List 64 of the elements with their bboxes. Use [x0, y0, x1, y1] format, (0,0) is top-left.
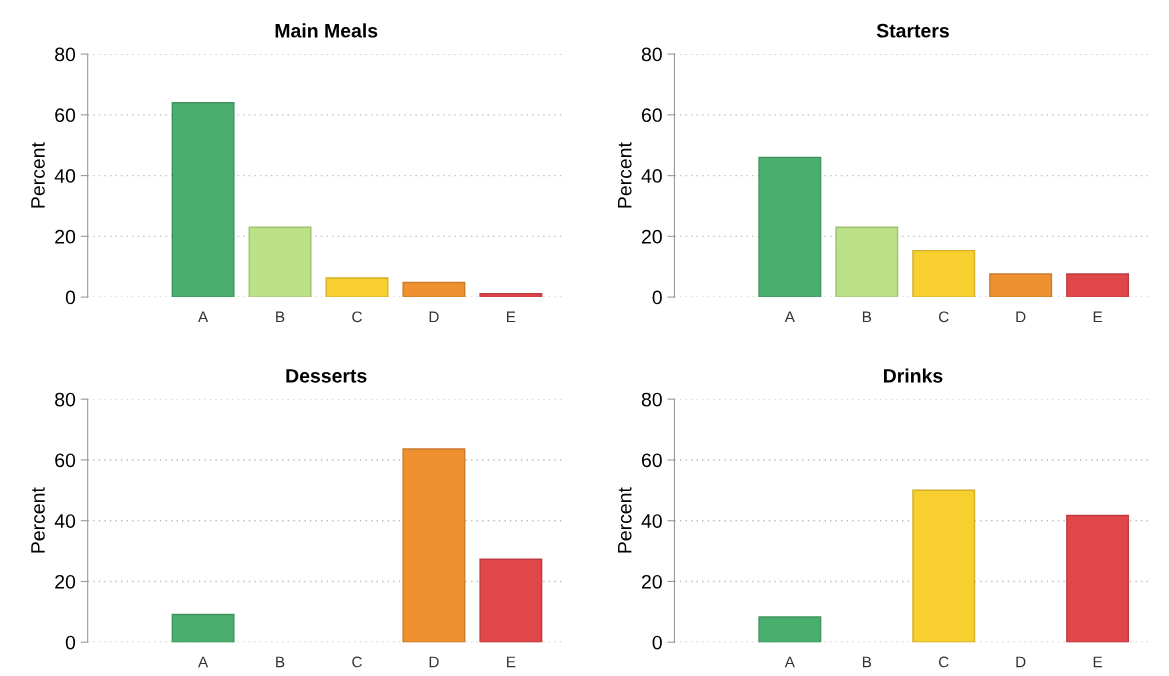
y-tick-label: 0: [652, 635, 662, 650]
bar: [835, 226, 899, 298]
x-tick-label: B: [862, 656, 872, 668]
bar: [402, 448, 466, 643]
x-tick-label: E: [507, 656, 516, 668]
y-tick-label: 60: [55, 108, 76, 123]
chart-title: Desserts: [286, 369, 367, 383]
y-tick-label: 0: [652, 290, 662, 305]
y-tick-label: 80: [641, 47, 662, 62]
y-tick-label: 20: [55, 574, 76, 589]
chart-title: Main Meals: [275, 23, 378, 38]
y-tick-label: 80: [55, 47, 76, 62]
x-tick-label: E: [1093, 311, 1103, 323]
bar: [1066, 273, 1130, 298]
x-tick-label: C: [938, 656, 949, 668]
x-tick-label: B: [276, 311, 285, 323]
x-tick-label: D: [429, 656, 439, 668]
y-tick-label: 60: [55, 453, 76, 468]
y-tick-label: 60: [641, 453, 662, 468]
bar: [248, 226, 312, 298]
x-tick-label: D: [1016, 656, 1026, 668]
x-tick-label: D: [429, 311, 439, 323]
chart-title: Starters: [876, 23, 949, 38]
y-tick-label: 20: [55, 229, 76, 244]
bar: [479, 293, 543, 298]
x-tick-label: B: [862, 311, 872, 323]
x-tick-label: C: [352, 311, 362, 323]
y-axis-title: Percent: [31, 487, 45, 553]
y-tick-label: 0: [65, 635, 76, 650]
bar: [758, 616, 822, 643]
y-axis-title: Percent: [618, 142, 632, 208]
y-axis-title: Percent: [618, 487, 632, 553]
bar: [402, 281, 466, 298]
bar: [758, 156, 822, 298]
y-tick-label: 40: [641, 169, 662, 183]
y-tick-label: 40: [54, 169, 76, 183]
y-tick-label: 20: [641, 229, 662, 244]
y-tick-label: 20: [641, 574, 662, 589]
x-tick-label: B: [276, 656, 285, 668]
x-tick-label: A: [784, 656, 795, 668]
x-tick-label: A: [198, 311, 209, 323]
y-tick-label: 60: [641, 108, 662, 123]
x-tick-label: D: [1016, 311, 1026, 323]
x-tick-label: E: [507, 311, 516, 323]
chart-title: Drinks: [883, 368, 943, 383]
bar: [325, 277, 389, 298]
x-tick-label: E: [1093, 656, 1103, 668]
bar: [479, 558, 543, 643]
x-tick-label: C: [352, 656, 362, 668]
x-tick-label: A: [784, 311, 795, 323]
y-tick-label: 80: [55, 392, 76, 407]
bar: [989, 273, 1053, 298]
bar: [171, 613, 235, 643]
y-tick-label: 80: [641, 392, 662, 407]
y-axis-title: Percent: [31, 142, 45, 208]
bar: [912, 489, 976, 643]
bar: [912, 249, 976, 298]
bar: [171, 101, 235, 298]
x-tick-label: A: [198, 656, 209, 668]
x-tick-label: C: [938, 311, 949, 323]
bar: [1066, 514, 1130, 643]
y-tick-label: 0: [65, 290, 76, 305]
y-tick-label: 40: [54, 514, 76, 528]
y-tick-label: 40: [641, 514, 662, 528]
